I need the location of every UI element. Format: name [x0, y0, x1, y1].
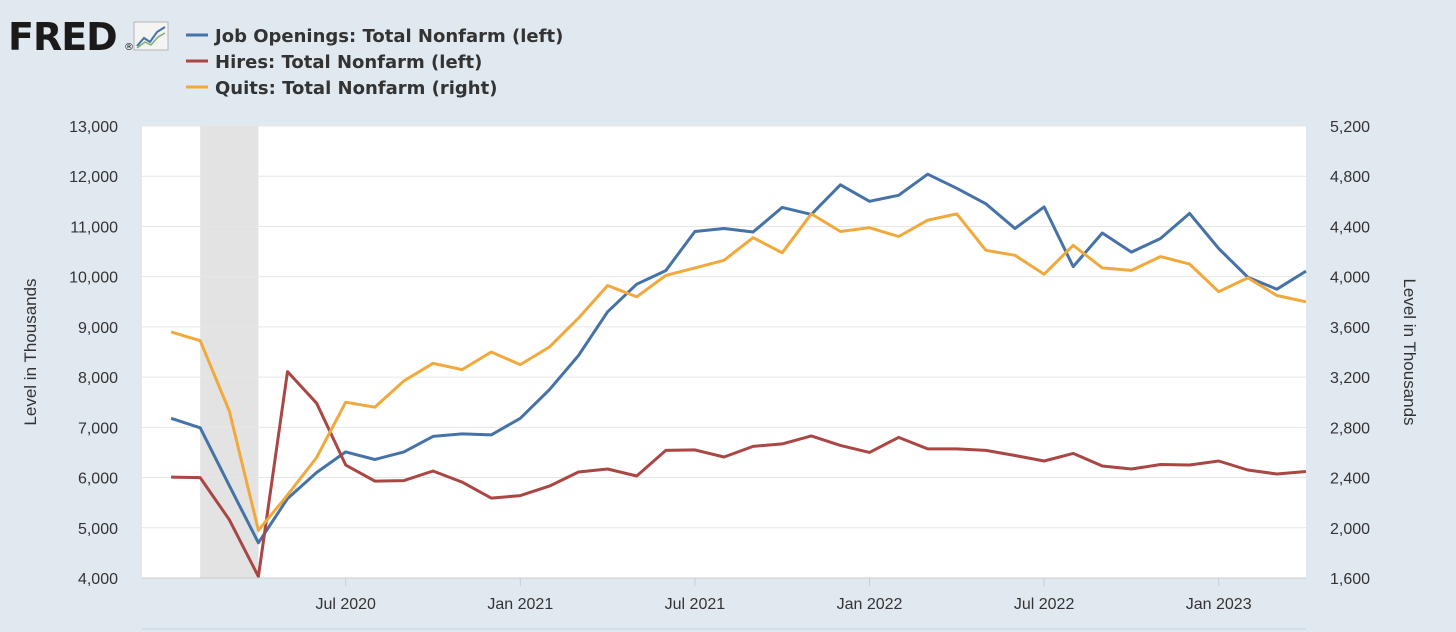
left-tick-label: 9,000: [78, 320, 118, 337]
left-axis-title: Level in Thousands: [21, 278, 40, 425]
plot-area: [142, 126, 1306, 578]
right-axis-title: Level in Thousands: [1400, 278, 1419, 425]
fred-logo-text: FRED: [8, 15, 117, 59]
quits-line[interactable]: [170, 212, 1307, 532]
x-tick-label: Jul 2020: [315, 596, 376, 613]
legend-item-quits[interactable]: Quits: Total Nonfarm (right): [186, 78, 497, 99]
left-tick-label: 13,000: [69, 119, 118, 136]
right-tick-label: 5,200: [1330, 119, 1370, 136]
left-tick-label: 8,000: [78, 370, 118, 387]
x-tick-label: Jan 2023: [1186, 596, 1252, 613]
legend-item-job-openings[interactable]: Job Openings: Total Nonfarm (left): [186, 26, 563, 47]
right-tick-label: 3,600: [1330, 320, 1370, 337]
x-tick-label: Jul 2022: [1014, 596, 1075, 613]
right-tick-label: 2,800: [1330, 420, 1370, 437]
series-layer: [170, 172, 1307, 578]
x-tick-label: Jan 2022: [837, 596, 903, 613]
registered-mark: ®: [124, 42, 134, 53]
job-openings-line[interactable]: [170, 172, 1307, 545]
x-tick-label: Jul 2021: [665, 596, 726, 613]
hires-line[interactable]: [171, 370, 1307, 578]
right-tick-label: 4,800: [1330, 169, 1370, 186]
legend-label-hires: Hires: Total Nonfarm (left): [215, 52, 482, 73]
legend-item-hires[interactable]: Hires: Total Nonfarm (left): [186, 52, 482, 73]
x-axis-ticks: Jul 2020 Jan 2021 Jul 2021 Jan 2022 Jul 2022…: [315, 578, 1252, 613]
left-tick-label: 5,000: [78, 521, 118, 538]
x-tick-label: Jan 2021: [487, 596, 553, 613]
left-axis-ticks: 4,000 5,000 6,000 7,000 8,000 9,000 10,000 11,0…: [69, 119, 118, 588]
left-tick-label: 4,000: [78, 571, 118, 588]
gridlines: [142, 125, 1306, 529]
recession-shading: [200, 126, 259, 578]
right-tick-label: 2,000: [1330, 521, 1370, 538]
right-axis-ticks: 1,600 2,000 2,400 2,800 3,200 3,600 4,000 4,400…: [1330, 119, 1370, 588]
left-tick-label: 6,000: [78, 471, 118, 488]
right-tick-label: 4,000: [1330, 270, 1370, 287]
right-tick-label: 2,400: [1330, 471, 1370, 488]
left-tick-label: 7,000: [78, 420, 118, 437]
legend-label-job-openings: Job Openings: Total Nonfarm (left): [213, 26, 563, 47]
left-tick-label: 10,000: [69, 270, 118, 287]
left-tick-label: 12,000: [69, 169, 118, 186]
legend: Job Openings: Total Nonfarm (left) Hires…: [186, 26, 563, 99]
right-tick-label: 3,200: [1330, 370, 1370, 387]
right-tick-label: 4,400: [1330, 219, 1370, 236]
legend-label-quits: Quits: Total Nonfarm (right): [215, 78, 497, 99]
fred-logo[interactable]: FRED ®: [8, 15, 169, 59]
left-tick-label: 11,000: [70, 219, 118, 236]
right-tick-label: 1,600: [1330, 571, 1370, 588]
line-chart-icon: [133, 21, 169, 51]
